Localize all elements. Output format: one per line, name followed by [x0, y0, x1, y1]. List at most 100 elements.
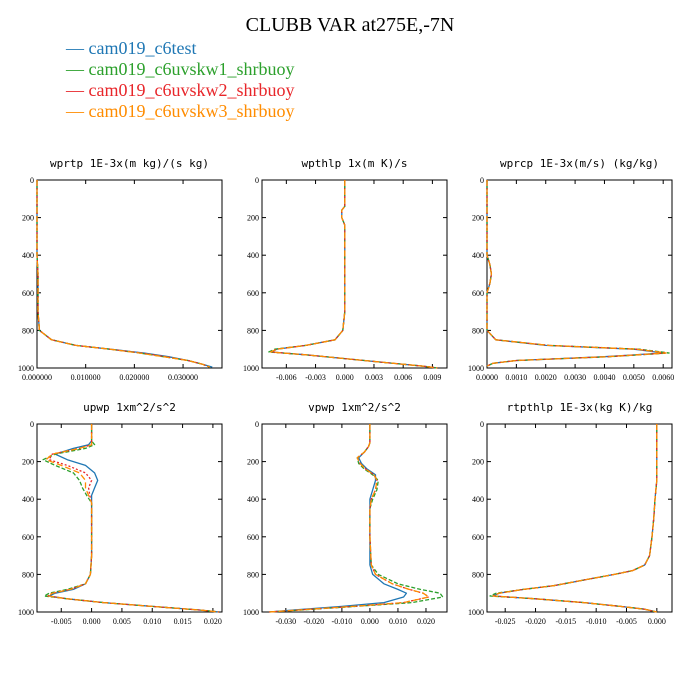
y-tick-label: 800 [472, 326, 484, 335]
y-tick-label: 600 [247, 289, 259, 298]
series-line [486, 180, 670, 367]
plot-frame [486, 179, 673, 369]
panel-4: upwp 1xm^2/s^2 0 200 400 600 800 1000 -0.005 0.0… [18, 401, 223, 626]
y-tick-label: 0 [30, 420, 34, 429]
figure-title: CLUBB VAR at275E,-7N [245, 14, 455, 36]
x-tick-label: -0.003 [305, 373, 326, 382]
y-tick-label: 0 [255, 420, 259, 429]
panel-title: wpthlp 1x(m K)/s [302, 157, 408, 170]
y-tick-label: 600 [22, 289, 34, 298]
y-tick-label: 400 [472, 251, 484, 260]
legend-item: — cam019_c6uvskw3_shrbuoy [66, 101, 294, 122]
series-line [36, 180, 211, 368]
series-line [492, 424, 658, 613]
y-tick-label: 200 [247, 214, 259, 223]
panel-title: upwp 1xm^2/s^2 [83, 401, 176, 414]
legend-label: cam019_c6uvskw3_shrbuoy [88, 101, 295, 121]
x-tick-label: 0.0050 [623, 373, 645, 382]
panel-title: rtpthlp 1E-3x(kg K)/kg [507, 401, 653, 414]
legend-label: cam019_c6test [88, 38, 197, 58]
y-tick-label: 0 [480, 176, 484, 185]
x-tick-label: 0.006 [394, 373, 412, 382]
y-tick-label: 800 [22, 326, 34, 335]
series-line [486, 180, 664, 367]
x-tick-label: -0.010 [332, 617, 353, 626]
x-tick-label: 0.0040 [593, 373, 615, 382]
series-line [36, 180, 213, 368]
x-tick-label: 0.010 [389, 617, 407, 626]
legend-label: cam019_c6uvskw2_shrbuoy [88, 80, 295, 100]
y-tick-label: 800 [472, 570, 484, 579]
panel-title: vpwp 1xm^2/s^2 [308, 401, 401, 414]
y-tick-label: 1000 [243, 364, 259, 373]
series-line [268, 424, 408, 613]
series-line [489, 424, 658, 613]
legend: — cam019_c6test — cam019_c6uvskw1_shrbuo… [66, 38, 294, 122]
y-tick-label: 0 [255, 176, 259, 185]
plot-frame [486, 423, 673, 613]
y-tick-label: 800 [22, 570, 34, 579]
y-tick-label: 0 [30, 176, 34, 185]
panel-5: vpwp 1xm^2/s^2 0 200 400 600 800 1000 -0.030 -0.… [243, 401, 448, 626]
series-line [48, 424, 220, 613]
panel-2: wpthlp 1x(m K)/s 0 200 400 600 800 1000 -0.006-… [243, 157, 448, 382]
legend-item: — cam019_c6test [66, 38, 294, 59]
series-line [36, 180, 211, 368]
series-line [271, 180, 438, 369]
x-tick-label: -0.006 [276, 373, 297, 382]
series-line [47, 424, 220, 613]
x-tick-label: 0.000 [361, 617, 379, 626]
panel-6: rtpthlp 1E-3x(kg K)/kg 0 200 400 600 800 1000 -… [468, 401, 673, 626]
x-tick-label: -0.015 [556, 617, 577, 626]
legend-marker: — [66, 59, 84, 79]
x-tick-label: 0.000000 [22, 373, 52, 382]
x-tick-label: 0.003 [365, 373, 383, 382]
series-line [36, 180, 211, 368]
series-line [45, 424, 220, 613]
y-tick-label: 400 [247, 495, 259, 504]
series-line [492, 424, 658, 613]
panel-1: wprtp 1E-3x(m kg)/(s kg) 0 200 400 600 800 100… [18, 157, 223, 382]
x-tick-label: 0.0020 [535, 373, 557, 382]
y-tick-label: 400 [22, 251, 34, 260]
x-tick-label: 0.009 [423, 373, 441, 382]
y-tick-label: 0 [480, 420, 484, 429]
legend-marker: — [66, 101, 84, 121]
legend-item: — cam019_c6uvskw2_shrbuoy [66, 80, 294, 101]
plot-frame [36, 423, 223, 613]
series-line [486, 180, 667, 367]
x-tick-label: -0.025 [495, 617, 516, 626]
x-tick-label: -0.030 [275, 617, 296, 626]
series-line [270, 180, 438, 369]
panel-title: wprcp 1E-3x(m/s) (kg/kg) [500, 157, 659, 170]
y-tick-label: 600 [472, 289, 484, 298]
y-tick-label: 800 [247, 326, 259, 335]
x-tick-label: -0.005 [51, 617, 72, 626]
series-line [268, 424, 430, 613]
y-tick-label: 1000 [468, 608, 484, 617]
panel-title: wprtp 1E-3x(m kg)/(s kg) [50, 157, 209, 170]
x-tick-label: 0.030000 [168, 373, 198, 382]
series-line [268, 424, 430, 613]
y-tick-label: 200 [22, 458, 34, 467]
panel-3: wprcp 1E-3x(m/s) (kg/kg) 0 200 400 600 800 100… [468, 157, 674, 382]
x-tick-label: -0.010 [586, 617, 607, 626]
y-tick-label: 1000 [468, 364, 484, 373]
plot-frame [261, 423, 448, 613]
y-tick-label: 1000 [18, 608, 34, 617]
y-tick-label: 200 [22, 214, 34, 223]
x-tick-label: -0.020 [525, 617, 546, 626]
x-tick-label: 0.000 [336, 373, 354, 382]
x-tick-label: 0.000 [648, 617, 666, 626]
y-tick-label: 400 [472, 495, 484, 504]
y-tick-label: 1000 [18, 364, 34, 373]
y-tick-label: 200 [247, 458, 259, 467]
legend-marker: — [66, 80, 84, 100]
plot-frame [36, 179, 223, 369]
legend-item: — cam019_c6uvskw1_shrbuoy [66, 59, 294, 80]
x-tick-label: 0.010 [143, 617, 161, 626]
y-tick-label: 200 [472, 458, 484, 467]
legend-marker: — [66, 38, 84, 58]
y-tick-label: 1000 [243, 608, 259, 617]
